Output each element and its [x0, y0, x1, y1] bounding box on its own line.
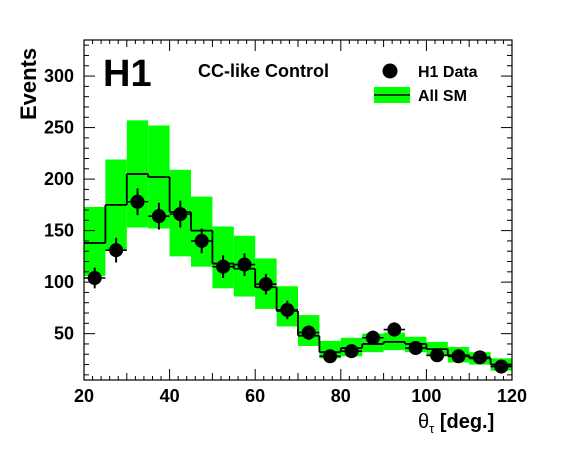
- data-point: [87, 271, 102, 285]
- legend-label-data: H1 Data: [418, 64, 478, 81]
- data-point: [280, 302, 295, 317]
- data-point: [344, 344, 359, 359]
- data-point: [173, 207, 188, 222]
- data-point: [194, 233, 209, 248]
- data-point: [430, 348, 445, 363]
- x-axis-label-unit: [deg.]: [434, 411, 494, 433]
- data-point: [494, 359, 509, 374]
- y-axis-label: Events: [16, 48, 41, 120]
- x-tick-label: 40: [160, 386, 180, 406]
- data-point: [216, 259, 231, 274]
- y-tick-label: 250: [44, 118, 74, 138]
- data-point: [237, 257, 252, 272]
- x-tick-label: 120: [497, 386, 527, 406]
- x-tick-label: 60: [245, 386, 265, 406]
- x-tick-label: 100: [411, 386, 441, 406]
- data-point: [258, 277, 273, 292]
- y-tick-label: 150: [44, 221, 74, 241]
- data-point: [130, 194, 145, 209]
- data-point: [323, 349, 338, 364]
- legend-data-marker: [382, 63, 398, 79]
- data-point: [301, 325, 316, 340]
- data-point: [151, 209, 166, 224]
- axes-layer: 20 40 60 80 100 120 50 100 150 200 250 300: [44, 40, 527, 406]
- x-tick-label: 80: [331, 386, 351, 406]
- y-tick-label: 50: [54, 324, 74, 344]
- x-axis-label-symbol: θ: [418, 411, 429, 433]
- sm-band-bin: [84, 206, 106, 276]
- y-tick-label: 200: [44, 169, 74, 189]
- y-tick-label: 300: [44, 66, 74, 86]
- data-point: [472, 350, 487, 365]
- chart-subtitle: CC-like Control: [198, 61, 329, 81]
- x-tick-label: 20: [74, 386, 94, 406]
- data-point: [109, 243, 124, 258]
- data-point: [365, 330, 380, 345]
- x-axis-label: θτ [deg.]: [418, 411, 494, 436]
- data-point: [387, 322, 402, 337]
- y-tick-label: 100: [44, 272, 74, 292]
- legend-label-sm: All SM: [418, 88, 467, 105]
- legend: H1 Data All SM: [374, 63, 478, 105]
- data-points-layer: [84, 188, 512, 374]
- x-axis-label-subscript: τ: [429, 421, 435, 436]
- data-point: [408, 341, 423, 356]
- h1-logo: H1: [103, 53, 152, 95]
- data-point: [451, 349, 466, 364]
